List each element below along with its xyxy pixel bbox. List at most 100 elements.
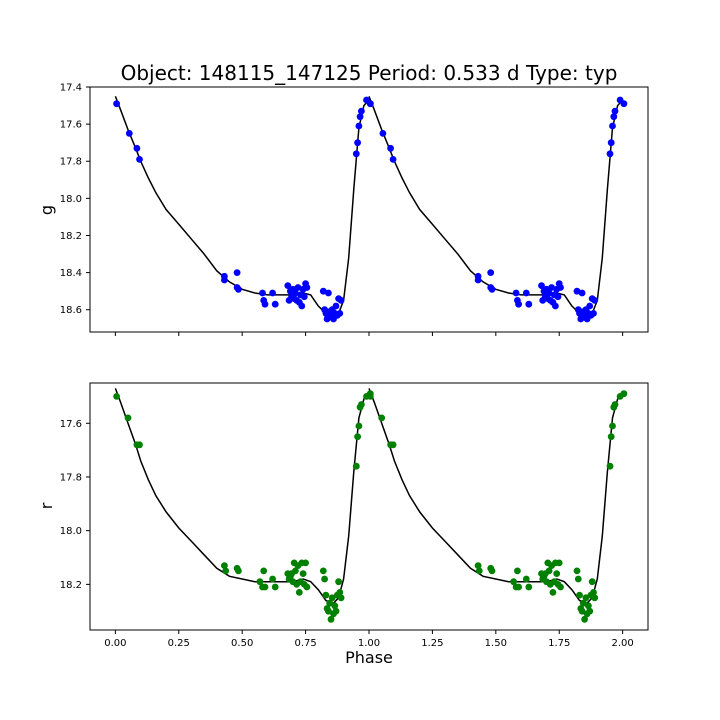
bottom-data-point (620, 390, 628, 398)
top-data-point (366, 100, 374, 108)
bottom-x-tick-label: 0.25 (168, 638, 190, 649)
top-data-point (221, 276, 228, 284)
bottom-data-point (553, 570, 561, 577)
top-data-point (610, 113, 618, 121)
bottom-data-point (474, 562, 482, 569)
bottom-data-point (271, 583, 279, 591)
bottom-panel: 0.00 0.25 0.50 0.75 1.00 1.25 1.50 1.75 2.00 17.… (37, 382, 649, 667)
bottom-x-tick-label: 0.75 (294, 638, 316, 649)
top-data-point (590, 310, 597, 317)
top-data-point (358, 107, 365, 115)
bottom-data-point (124, 414, 132, 422)
bottom-data-point (327, 615, 335, 623)
top-data-point (578, 289, 586, 297)
top-data-point (259, 289, 266, 297)
top-data-point (474, 276, 482, 284)
bottom-x-tick-label: 1.75 (548, 638, 570, 649)
bottom-data-point (557, 583, 564, 591)
top-data-point (609, 122, 616, 130)
top-model-curve (114, 96, 370, 317)
top-data-point (319, 287, 327, 295)
top-data-point (515, 300, 522, 308)
bottom-data-point (366, 393, 374, 400)
bottom-data-point (332, 607, 340, 615)
top-data-point (554, 293, 562, 301)
bottom-data-point (581, 615, 588, 623)
top-data-point (352, 150, 360, 158)
bottom-data-point (292, 567, 299, 575)
bottom-data-point (299, 570, 307, 577)
bottom-data-point (302, 559, 309, 567)
bottom-y-tick-label: 17.8 (60, 472, 82, 483)
bottom-data-point (586, 607, 594, 615)
bottom-data-point (573, 567, 581, 575)
bottom-x-tick-label: 1.25 (421, 638, 443, 649)
bottom-data-point (222, 567, 230, 575)
bottom-data-point (325, 607, 332, 615)
bottom-data-point (261, 583, 269, 591)
bottom-data-point (303, 583, 311, 591)
bottom-data-point (522, 575, 530, 583)
bottom-x-tick-label: 1.00 (358, 638, 380, 649)
bottom-data-point (475, 567, 483, 575)
top-y-tick-label: 17.8 (60, 157, 82, 168)
top-data-point (488, 285, 496, 293)
bottom-data-point (574, 575, 582, 583)
bottom-y-tick-label: 18.0 (60, 526, 82, 537)
top-x-ticks (114, 332, 624, 336)
top-data-point (557, 284, 564, 291)
top-data-point (233, 269, 241, 276)
x-axis-label: Phase (345, 648, 393, 667)
top-data-point (387, 144, 394, 152)
bottom-data-point (328, 594, 336, 602)
top-data-point (113, 100, 120, 108)
top-model-curve (368, 96, 624, 317)
top-panel-marks (113, 96, 628, 323)
bottom-data-point (331, 602, 339, 610)
top-data-point (606, 150, 614, 158)
figure-title: Object: 148115_147125 Period: 0.533 d Ty… (121, 61, 618, 85)
bottom-data-point (136, 441, 143, 449)
top-data-point (300, 293, 308, 301)
bottom-data-point (585, 602, 592, 610)
top-data-point (269, 289, 276, 297)
top-data-point (325, 289, 332, 297)
bottom-data-point (113, 393, 120, 400)
top-data-point (261, 300, 269, 308)
bottom-data-point (525, 583, 533, 591)
bottom-data-point (579, 599, 587, 607)
top-y-axis-label: g (37, 205, 56, 215)
top-data-point (545, 289, 553, 297)
bottom-data-point (319, 567, 327, 575)
top-data-point (136, 156, 143, 163)
top-y-ticks: 17.4 17.6 17.8 18.0 18.2 18.4 18.6 (60, 83, 90, 316)
bottom-x-ticks: 0.00 0.25 0.50 0.75 1.00 1.25 1.50 1.75 2.00 (104, 630, 634, 649)
bottom-model-curve (368, 388, 624, 605)
bottom-data-point (378, 414, 386, 422)
bottom-data-point (235, 567, 242, 575)
bottom-data-point (590, 589, 597, 596)
bottom-data-point (591, 594, 599, 602)
top-data-point (552, 302, 559, 310)
bottom-x-tick-label: 0.00 (104, 638, 126, 649)
bottom-y-axis-label: r (37, 502, 56, 509)
top-data-point (133, 144, 141, 152)
bottom-panel-marks (113, 388, 628, 623)
bottom-data-point (606, 462, 614, 470)
bottom-data-point (609, 422, 616, 430)
bottom-data-point (515, 583, 522, 591)
bottom-data-point (555, 559, 563, 567)
bottom-data-point (549, 589, 557, 596)
bottom-x-tick-label: 0.50 (231, 638, 253, 649)
bottom-data-point (221, 562, 228, 569)
bottom-data-point (611, 401, 619, 408)
bottom-data-point (514, 567, 521, 575)
bottom-data-point (588, 578, 596, 586)
top-data-point (298, 302, 306, 310)
bottom-data-point (355, 422, 363, 430)
bottom-data-point (358, 401, 365, 408)
top-data-point (125, 130, 133, 137)
bottom-data-point (256, 578, 264, 586)
bottom-model-curve (114, 388, 370, 605)
bottom-data-point (389, 441, 397, 449)
